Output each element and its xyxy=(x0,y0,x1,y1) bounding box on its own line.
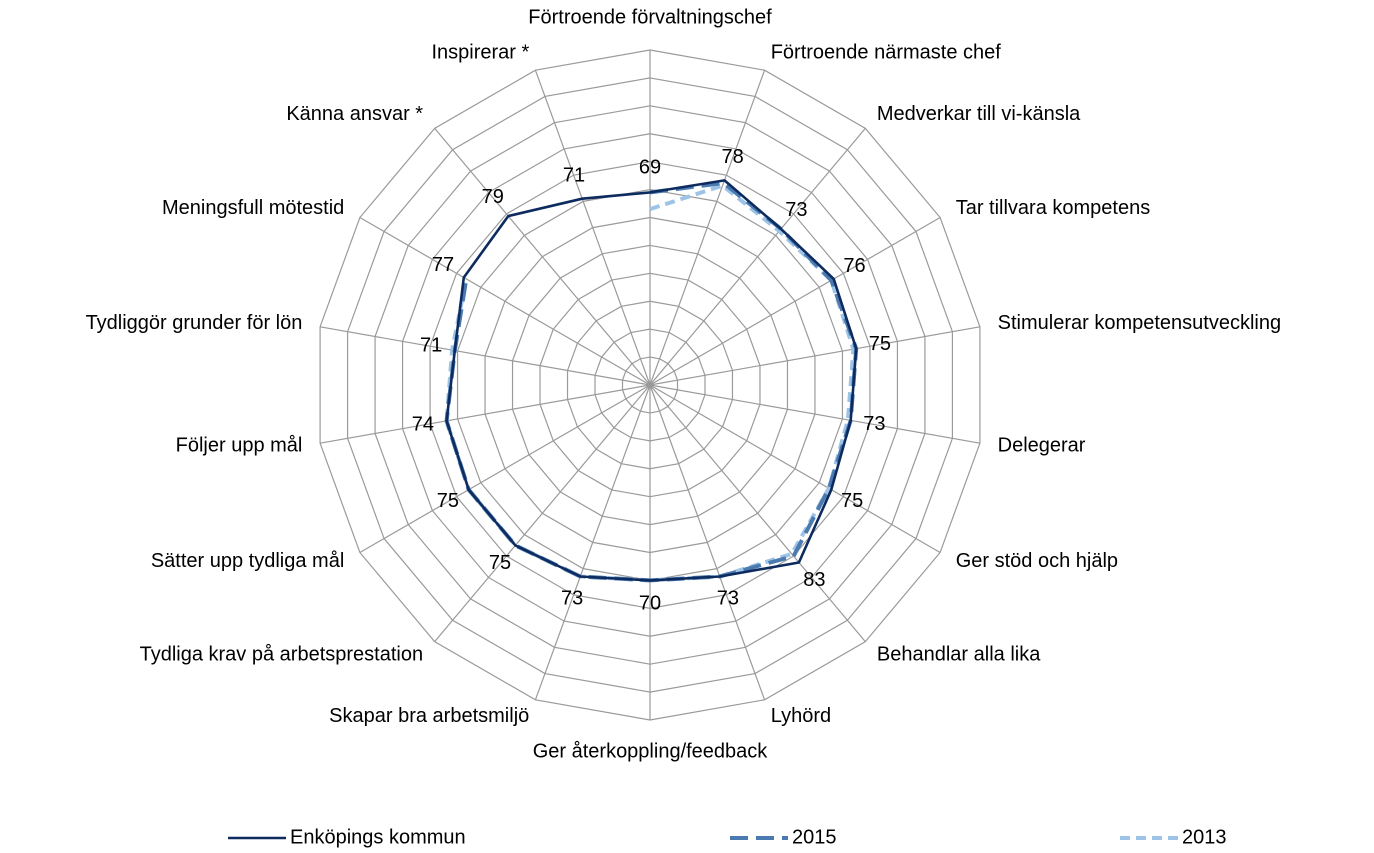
category-label: Stimulerar kompetensutveckling xyxy=(998,312,1281,334)
category-label: Tar tillvara kompetens xyxy=(956,197,1151,219)
data-label: 69 xyxy=(639,157,661,179)
data-label: 79 xyxy=(482,186,504,208)
spoke xyxy=(649,384,866,643)
spoke xyxy=(434,384,651,643)
legend-label: 2013 xyxy=(1182,826,1227,848)
spoke xyxy=(649,127,866,386)
category-label: Ger stöd och hjälp xyxy=(956,550,1118,572)
data-label: 73 xyxy=(717,587,739,609)
category-label: Tydliga krav på arbetsprestation xyxy=(140,644,424,666)
data-label: 76 xyxy=(843,255,865,277)
data-label: 77 xyxy=(432,254,454,276)
data-label: 71 xyxy=(563,164,585,186)
data-label: 71 xyxy=(420,335,442,357)
data-label: 75 xyxy=(489,552,511,574)
spoke xyxy=(649,216,941,386)
spoke xyxy=(649,384,766,701)
category-label: Inspirerar * xyxy=(431,42,529,64)
data-label: 75 xyxy=(841,490,863,512)
category-label: Följer upp mål xyxy=(176,435,303,457)
category-label: Ger återkoppling/feedback xyxy=(533,740,769,762)
spoke xyxy=(534,384,651,701)
category-label: Medverkar till vi-känsla xyxy=(877,103,1081,125)
spoke xyxy=(319,384,651,444)
series-line xyxy=(444,181,859,583)
category-label: Tydliggör grunder för lön xyxy=(86,312,303,334)
data-label: 73 xyxy=(863,413,885,435)
spoke xyxy=(649,384,981,444)
category-label: Skapar bra arbetsmiljö xyxy=(329,705,529,727)
data-label: 74 xyxy=(412,413,434,435)
category-label: Sätter upp tydliga mål xyxy=(151,550,344,572)
legend-label: Enköpings kommun xyxy=(290,826,466,848)
spoke xyxy=(649,326,981,386)
data-label: 83 xyxy=(803,569,825,591)
data-label: 73 xyxy=(785,199,807,221)
category-label: Lyhörd xyxy=(771,705,831,727)
spoke xyxy=(359,384,651,554)
category-label: Behandlar alla lika xyxy=(877,644,1041,666)
data-label: 75 xyxy=(869,333,891,355)
spoke xyxy=(359,216,651,386)
data-label: 78 xyxy=(722,146,744,168)
legend-label: 2015 xyxy=(792,826,837,848)
category-label: Delegerar xyxy=(998,435,1086,457)
spoke xyxy=(534,69,651,386)
spoke xyxy=(319,326,651,386)
data-label: 70 xyxy=(639,593,661,615)
spoke xyxy=(434,127,651,386)
series-line xyxy=(445,179,858,582)
data-label: 75 xyxy=(437,490,459,512)
category-label: Förtroende förvaltningschef xyxy=(528,6,772,28)
category-label: Meningsfull mötestid xyxy=(162,197,344,219)
spoke xyxy=(649,384,941,554)
data-label: 73 xyxy=(561,587,583,609)
category-label: Känna ansvar * xyxy=(286,103,423,125)
category-label: Förtroende närmaste chef xyxy=(771,42,1002,64)
spoke xyxy=(649,69,766,386)
